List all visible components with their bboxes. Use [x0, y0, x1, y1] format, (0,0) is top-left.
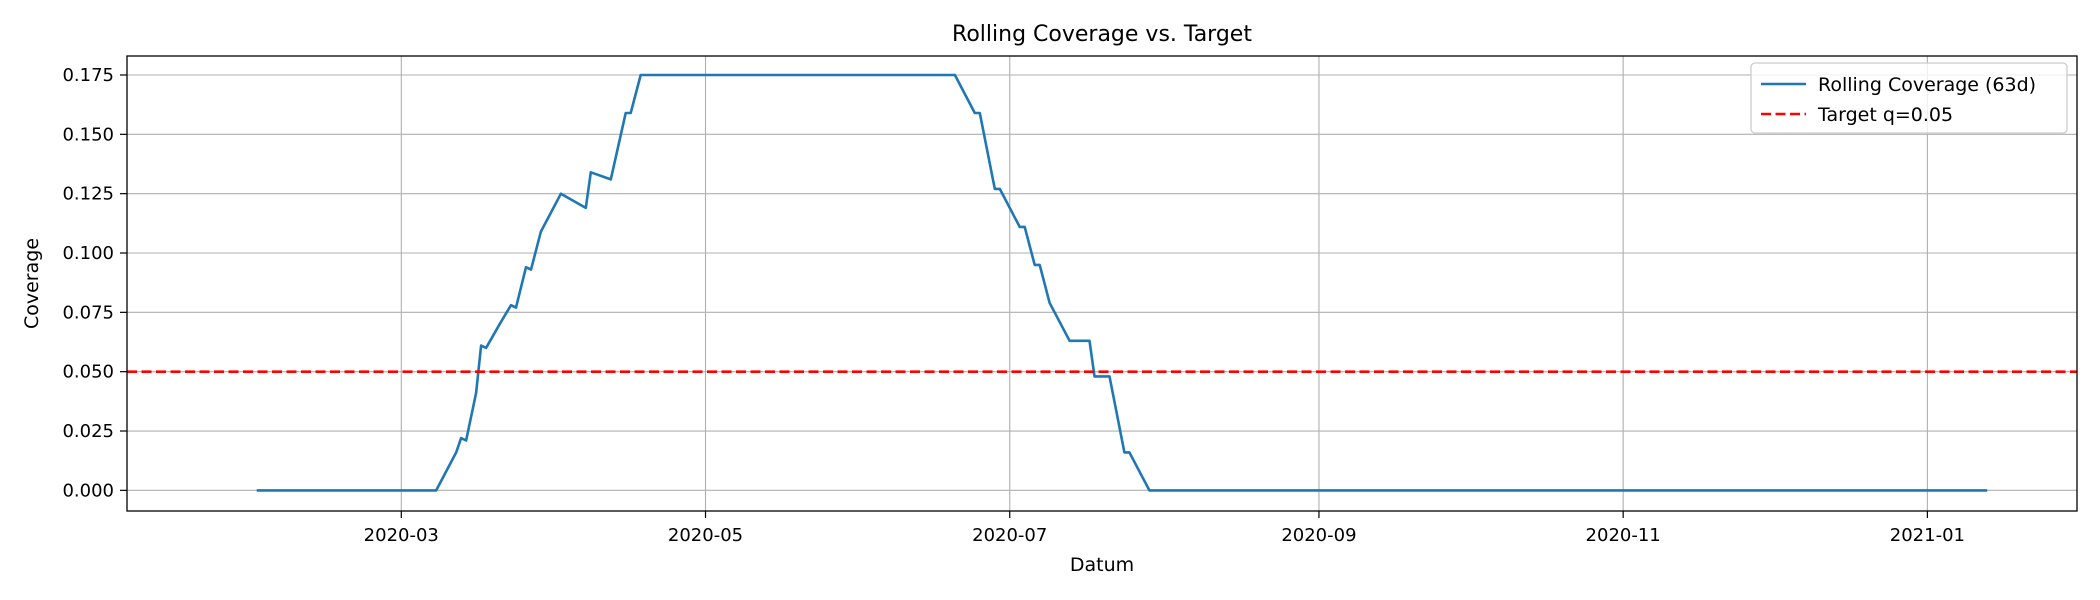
plot-frame: [126, 55, 2078, 512]
series-line-rolling-coverage: [256, 73, 1988, 492]
x-axis-title: Datum: [1070, 554, 1134, 576]
legend-box: [1750, 62, 2068, 134]
y-tick-label: 0.000: [62, 480, 114, 501]
axis-ticks: 2020-03 2020-05 2020-07 2020-09 2020-11 2021-…: [62, 65, 1965, 546]
y-tick-label: 0.075: [62, 302, 114, 323]
legend-label-target: Target q=0.05: [1817, 104, 1953, 126]
x-tick-label: 2020-11: [1586, 525, 1661, 546]
x-tick-label: 2020-05: [668, 525, 743, 546]
x-tick-label: 2021-01: [1890, 525, 1965, 546]
legend-label-rolling-coverage: Rolling Coverage (63d): [1818, 74, 2036, 96]
y-tick-label: 0.125: [62, 184, 114, 205]
y-tick-label: 0.025: [62, 421, 114, 442]
chart-title: Rolling Coverage vs. Target: [952, 22, 1252, 47]
x-tick-label: 2020-09: [1281, 525, 1356, 546]
y-axis-title: Coverage: [21, 238, 43, 329]
x-tick-label: 2020-07: [972, 525, 1047, 546]
series-lines: [127, 73, 2077, 492]
legend: Rolling Coverage (63d) Target q=0.05: [1750, 62, 2068, 134]
y-tick-label: 0.175: [62, 65, 114, 86]
y-tick-label: 0.050: [62, 362, 114, 383]
x-tick-label: 2020-03: [364, 525, 439, 546]
y-tick-label: 0.150: [62, 124, 114, 145]
y-tick-label: 0.100: [62, 243, 114, 264]
